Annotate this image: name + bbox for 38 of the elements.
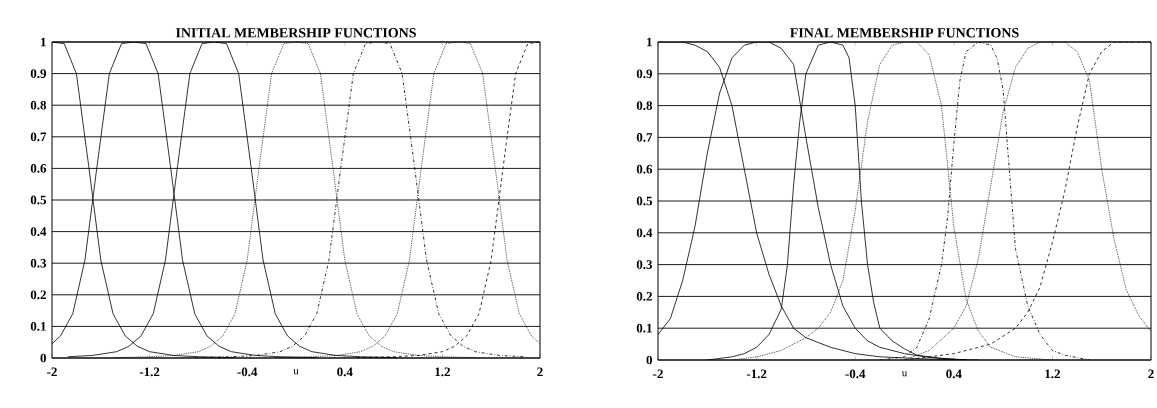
x-tick-label: 0.4 [337, 367, 353, 377]
y-tick-label: 0.6 [636, 164, 653, 174]
y-tick-label: 0.9 [30, 69, 47, 78]
y-tick-label: 0.2 [636, 292, 652, 301]
y-tick-label: 0.4 [636, 228, 653, 238]
y-tick-label: 0.5 [636, 196, 653, 206]
x-tick-label: -0.4 [237, 367, 258, 377]
y-tick-label: 0.1 [636, 323, 652, 333]
x-tick-label: -0.4 [845, 369, 866, 379]
x-tick-label: 2 [537, 367, 543, 377]
y-tick-label: 1 [41, 37, 46, 47]
y-tick-label: 0.7 [636, 133, 653, 142]
y-tick-label: 0.3 [636, 260, 653, 269]
y-tick-label: 0.3 [30, 258, 47, 268]
x-tick-label: 1.2 [435, 367, 450, 377]
y-tick-label: 0 [40, 353, 46, 363]
x-tick-label: -1.2 [139, 367, 160, 377]
y-tick-label: 0.1 [30, 322, 46, 331]
x-tick-label: -2 [653, 369, 663, 379]
y-tick-label: 0.8 [636, 101, 653, 110]
y-tick-label: 0.5 [30, 195, 47, 205]
y-tick-label: 0.6 [30, 164, 47, 173]
x-axis-title: u [901, 371, 908, 377]
y-tick-label: 0.7 [30, 132, 47, 142]
x-tick-label: 2 [1148, 369, 1154, 379]
x-tick-label: 0.4 [946, 369, 962, 379]
x-tick-label: -2 [47, 367, 57, 377]
y-tick-label: 0 [646, 355, 652, 365]
y-tick-label: 0.4 [30, 227, 47, 236]
y-tick-label: 0.8 [30, 100, 47, 110]
y-tick-label: 0.9 [636, 69, 653, 79]
x-tick-label: 1.2 [1045, 369, 1060, 379]
chart-title: FINAL MEMBERSHIP FUNCTIONS [790, 28, 1019, 38]
x-axis-title: u [293, 369, 299, 375]
chart-title: INITIAL MEMBERSHIP FUNCTIONS [175, 28, 416, 38]
y-tick-label: 0.2 [30, 290, 46, 300]
x-tick-label: -1.2 [746, 369, 767, 379]
y-tick-label: 1 [647, 37, 652, 47]
